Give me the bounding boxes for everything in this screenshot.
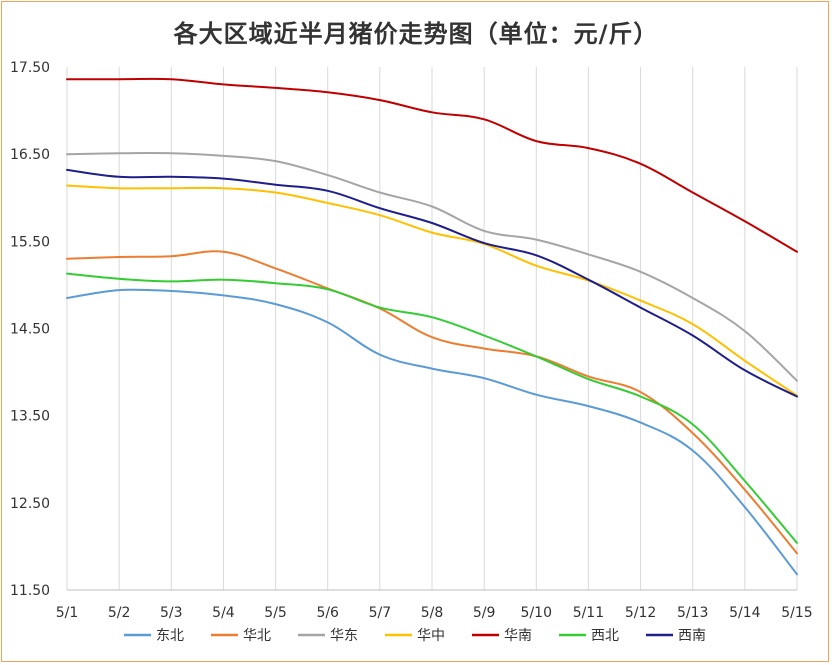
legend-label: 西北 [591, 628, 619, 644]
x-tick-label: 5/15 [781, 605, 812, 621]
x-tick-label: 5/1 [56, 605, 79, 621]
y-tick-label: 15.50 [10, 234, 50, 250]
series-line-6 [66, 168, 798, 398]
x-tick-label: 5/14 [729, 605, 761, 621]
y-tick-label: 14.50 [10, 322, 50, 338]
series-line-5 [66, 272, 798, 544]
x-tick-label: 5/6 [316, 605, 339, 621]
x-tick-label: 5/2 [108, 605, 131, 621]
x-tick-label: 5/5 [264, 605, 287, 621]
y-tick-label: 17.50 [10, 60, 50, 76]
x-axis: 5/1 5/2 5/3 5/4 5/5 5/6 5/7 5/8 5/9 5/10 5/11 5/12 5… [56, 589, 813, 621]
y-tick-label: 11.50 [10, 583, 50, 599]
y-axis: 11.50 12.50 13.50 14.50 15.50 16.50 17.50 [10, 60, 50, 599]
series-line-4 [66, 77, 798, 253]
legend-label: 西南 [678, 628, 706, 644]
x-tick-label: 5/10 [521, 605, 552, 621]
legend-label: 华南 [504, 628, 532, 644]
legend: 东北 华北 华东 华中 华南 西北 西南 [124, 628, 706, 644]
y-tick-label: 12.50 [10, 496, 50, 512]
x-tick-label: 5/11 [573, 605, 604, 621]
series-line-1 [66, 250, 798, 555]
series-line-3 [66, 184, 798, 397]
legend-label: 华北 [243, 628, 271, 644]
y-tick-label: 13.50 [10, 409, 50, 425]
x-tick-label: 5/3 [160, 605, 183, 621]
y-tick-label: 16.50 [10, 147, 50, 163]
x-tick-label: 5/9 [473, 605, 496, 621]
legend-label: 华东 [330, 628, 358, 644]
x-tick-label: 5/8 [421, 605, 444, 621]
series-line-2 [66, 152, 798, 382]
vertical-gridlines [66, 67, 798, 590]
x-tick-label: 5/4 [212, 605, 235, 621]
series-lines [66, 77, 798, 576]
series-line-0 [66, 288, 798, 576]
x-tick-label: 5/13 [677, 605, 708, 621]
chart-title: 各大区域近半月猪价走势图（单位：元/斤） [173, 20, 659, 48]
x-tick-label: 5/7 [369, 605, 392, 621]
legend-label: 东北 [156, 628, 184, 644]
x-tick-label: 5/12 [625, 605, 656, 621]
legend-label: 华中 [417, 628, 445, 644]
